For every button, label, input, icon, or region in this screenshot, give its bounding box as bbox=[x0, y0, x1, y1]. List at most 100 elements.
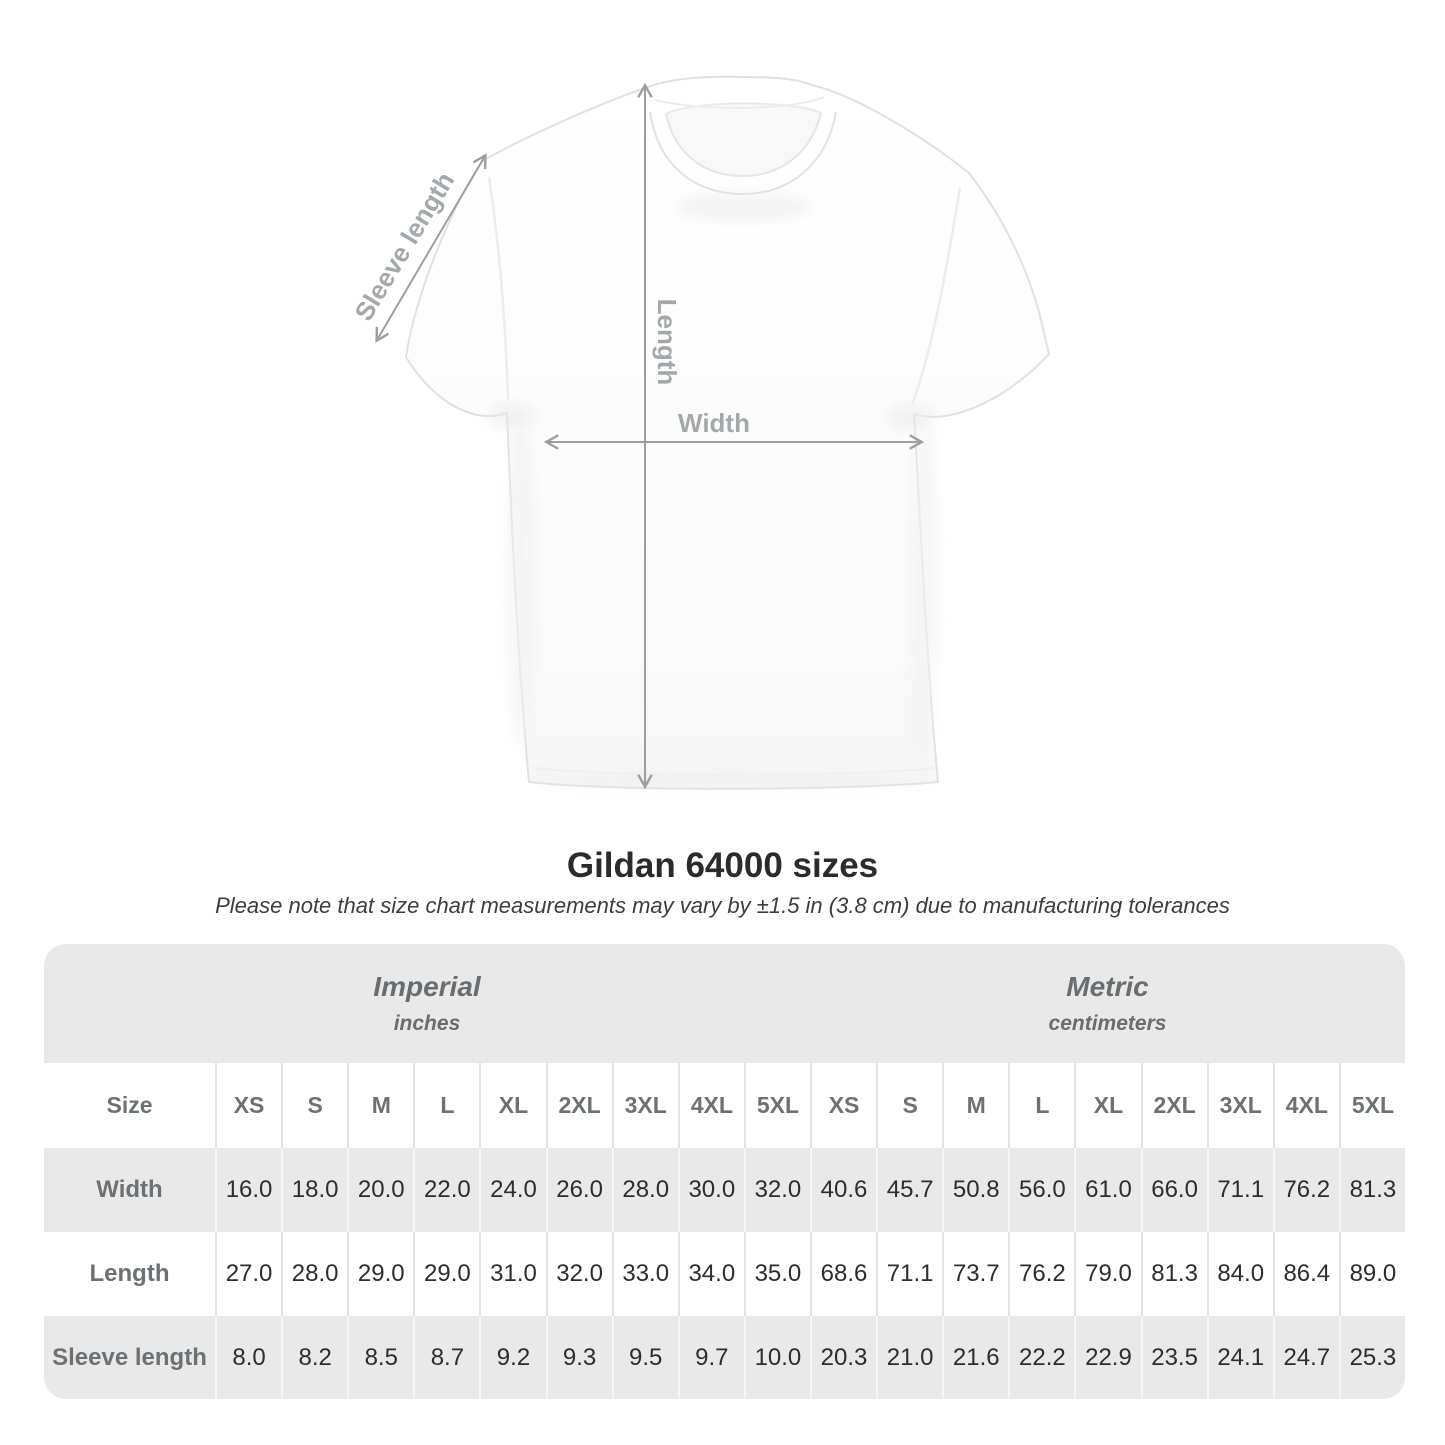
value-cell: 89.0 bbox=[1338, 1232, 1405, 1316]
value-cell: 8.2 bbox=[281, 1316, 347, 1399]
size-column-header: S bbox=[281, 1063, 348, 1148]
size-column-header: 3XL bbox=[611, 1063, 678, 1148]
value-cell: 30.0 bbox=[677, 1148, 744, 1232]
value-cell: 66.0 bbox=[1140, 1148, 1207, 1232]
shade-left-armpit bbox=[487, 404, 535, 428]
value-cell: 35.0 bbox=[743, 1232, 810, 1316]
value-cell: 22.2 bbox=[1008, 1316, 1074, 1399]
units-header-row: Imperial inches Metric centimeters bbox=[44, 944, 1405, 1063]
value-cell: 10.0 bbox=[743, 1316, 810, 1399]
size-column-header: XS bbox=[809, 1063, 877, 1148]
collar-inner-rib bbox=[665, 112, 822, 178]
size-column-header: 4XL bbox=[1272, 1063, 1339, 1148]
value-cell: 40.6 bbox=[809, 1148, 876, 1232]
value-cell: 81.3 bbox=[1338, 1148, 1405, 1232]
value-cell: 32.0 bbox=[545, 1232, 612, 1316]
imperial-label: Imperial bbox=[373, 971, 481, 1002]
value-cell: 76.2 bbox=[1272, 1148, 1339, 1232]
imperial-unit-label: inches bbox=[393, 1012, 461, 1035]
size-column-header: 2XL bbox=[1140, 1063, 1207, 1148]
size-column-header: 5XL bbox=[743, 1063, 810, 1148]
value-cell: 56.0 bbox=[1008, 1148, 1074, 1232]
shade-right-side bbox=[911, 410, 937, 750]
value-cell: 21.0 bbox=[876, 1316, 942, 1399]
value-cell: 29.0 bbox=[413, 1232, 479, 1316]
value-cell: 9.3 bbox=[545, 1316, 612, 1399]
size-column-header: 5XL bbox=[1338, 1063, 1405, 1148]
row-label: Sleeve length bbox=[52, 1343, 207, 1371]
value-cell: 34.0 bbox=[677, 1232, 744, 1316]
measurement-arrows bbox=[375, 82, 925, 790]
value-cell: 71.1 bbox=[1206, 1148, 1273, 1232]
value-cell: 27.0 bbox=[215, 1232, 281, 1316]
left-sleeve-seam bbox=[487, 176, 510, 401]
shade-left-side bbox=[508, 410, 534, 750]
value-cell: 86.4 bbox=[1272, 1232, 1339, 1316]
metric-label: Metric bbox=[1066, 971, 1149, 1002]
right-sleeve-seam bbox=[910, 187, 962, 406]
value-cell: 29.0 bbox=[347, 1232, 413, 1316]
value-cell: 50.8 bbox=[942, 1148, 1008, 1232]
size-chart-table: Imperial inches Metric centimeters Size … bbox=[44, 944, 1405, 1399]
size-chart-title: Gildan 64000 sizes bbox=[566, 846, 879, 885]
collar-outer-rib bbox=[649, 111, 837, 196]
metric-unit-label: centimeters bbox=[1048, 1012, 1167, 1035]
value-cell: 9.5 bbox=[611, 1316, 678, 1399]
value-cell: 33.0 bbox=[611, 1232, 678, 1316]
size-column-header: 2XL bbox=[545, 1063, 612, 1148]
value-cell: 84.0 bbox=[1206, 1232, 1273, 1316]
size-column-header: S bbox=[876, 1063, 943, 1148]
value-cell: 18.0 bbox=[281, 1148, 347, 1232]
value-cell: 26.0 bbox=[545, 1148, 612, 1232]
value-cell: 9.2 bbox=[479, 1316, 545, 1399]
value-cell: 24.1 bbox=[1206, 1316, 1273, 1399]
measurement-row: Length 27.0 28.0 29.0 29.0 31.0 32.0 33.0 34.0 35… bbox=[44, 1232, 1405, 1316]
value-cell: 20.0 bbox=[347, 1148, 413, 1232]
value-cell: 8.0 bbox=[215, 1316, 281, 1399]
size-column-header: L bbox=[413, 1063, 480, 1148]
value-cell: 79.0 bbox=[1074, 1232, 1140, 1316]
back-collar-seam bbox=[654, 96, 825, 109]
imperial-section-header: Imperial inches bbox=[44, 944, 810, 1063]
size-header-cell: Size bbox=[44, 1063, 215, 1148]
value-cell: 71.1 bbox=[876, 1232, 942, 1316]
size-column-header: M bbox=[347, 1063, 414, 1148]
sizes-header-row: Size XS S M L XL 2XL 3XL 4XL 5XL XS S M L XL 2XL 3XL 4XL… bbox=[44, 1063, 1405, 1148]
value-cell: 25.3 bbox=[1338, 1316, 1405, 1399]
value-cell: 28.0 bbox=[611, 1148, 678, 1232]
metric-section-header: Metric centimeters bbox=[809, 944, 1405, 1063]
value-cell: 28.0 bbox=[281, 1232, 347, 1316]
value-cell: 73.7 bbox=[942, 1232, 1008, 1316]
size-column-header: 3XL bbox=[1206, 1063, 1273, 1148]
row-label: Length bbox=[89, 1260, 170, 1287]
hem-stitch bbox=[531, 766, 936, 777]
value-cell: 68.6 bbox=[809, 1232, 876, 1316]
value-cell: 8.7 bbox=[413, 1316, 479, 1399]
size-column-header: XL bbox=[1074, 1063, 1141, 1148]
value-cell: 16.0 bbox=[215, 1148, 281, 1232]
value-cell: 9.7 bbox=[677, 1316, 744, 1399]
size-chart-tolerance-note: Please note that size chart measurements… bbox=[215, 893, 1230, 918]
value-cell: 32.0 bbox=[743, 1148, 810, 1232]
value-cell: 61.0 bbox=[1074, 1148, 1140, 1232]
value-cell: 22.9 bbox=[1074, 1316, 1140, 1399]
shade-under-collar bbox=[677, 194, 809, 220]
value-cell: 8.5 bbox=[347, 1316, 413, 1399]
sleeve-length-arrow bbox=[375, 153, 487, 343]
measurement-row: Sleeve length 8.0 8.2 8.5 8.7 9.2 9.3 9.5 9.7 10.… bbox=[44, 1316, 1405, 1399]
size-column-header: XL bbox=[479, 1063, 546, 1148]
value-cell: 20.3 bbox=[809, 1316, 876, 1399]
size-column-header: XS bbox=[215, 1063, 282, 1148]
value-cell: 22.0 bbox=[413, 1148, 479, 1232]
value-cell: 24.0 bbox=[479, 1148, 545, 1232]
shade-hem bbox=[533, 773, 933, 787]
value-cell: 76.2 bbox=[1008, 1232, 1074, 1316]
value-cell: 31.0 bbox=[479, 1232, 545, 1316]
value-cell: 81.3 bbox=[1140, 1232, 1207, 1316]
value-cell: 24.7 bbox=[1272, 1316, 1339, 1399]
value-cell: 21.6 bbox=[942, 1316, 1008, 1399]
row-label: Width bbox=[96, 1176, 163, 1203]
width-label: Width bbox=[678, 408, 750, 438]
size-column-header: 4XL bbox=[677, 1063, 744, 1148]
tshirt-illustration bbox=[405, 75, 1050, 790]
